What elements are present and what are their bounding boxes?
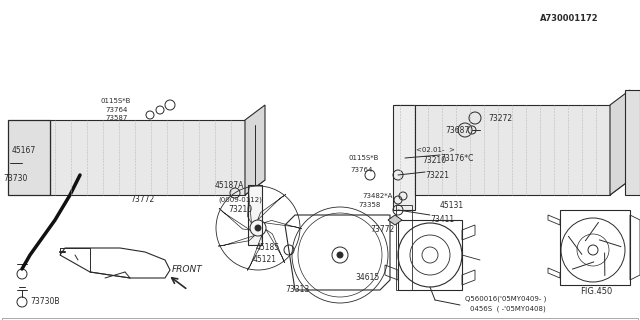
Text: 73687: 73687	[445, 125, 469, 134]
Text: 73411: 73411	[430, 215, 454, 225]
Text: 73221: 73221	[425, 171, 449, 180]
Polygon shape	[388, 215, 402, 225]
Circle shape	[255, 225, 261, 231]
Text: FRONT: FRONT	[172, 266, 203, 275]
Text: 45167: 45167	[12, 146, 36, 155]
Text: 73210: 73210	[422, 156, 446, 164]
Polygon shape	[610, 90, 630, 195]
Text: 73764: 73764	[350, 167, 372, 173]
Text: 73772: 73772	[130, 196, 154, 204]
Text: 0456S  ( -'05MY0408): 0456S ( -'05MY0408)	[470, 306, 546, 312]
Text: 73210: 73210	[228, 205, 252, 214]
Text: 45131: 45131	[440, 201, 464, 210]
Text: 45185: 45185	[256, 244, 280, 252]
Polygon shape	[395, 105, 610, 195]
Text: (0009-0112): (0009-0112)	[218, 197, 262, 203]
Text: 73313: 73313	[285, 285, 309, 294]
Text: Q560016('05MY0409- ): Q560016('05MY0409- )	[465, 296, 547, 302]
Text: 73730B: 73730B	[30, 298, 60, 307]
Text: 45187A: 45187A	[215, 180, 244, 189]
Polygon shape	[50, 120, 245, 195]
Polygon shape	[393, 105, 415, 210]
Text: 0115S*B: 0115S*B	[100, 98, 131, 104]
Text: A730001172: A730001172	[540, 13, 598, 22]
Polygon shape	[50, 180, 265, 195]
Circle shape	[337, 252, 343, 258]
Text: 73176*C: 73176*C	[440, 154, 474, 163]
Text: <02.01-  >: <02.01- >	[416, 147, 455, 153]
Bar	[396, 205, 412, 290]
Text: 73272: 73272	[488, 114, 512, 123]
Polygon shape	[245, 105, 265, 195]
Polygon shape	[395, 180, 630, 195]
Text: 34615: 34615	[355, 274, 380, 283]
Text: 0115S*B: 0115S*B	[348, 155, 378, 161]
Polygon shape	[138, 185, 152, 195]
Text: FIG.450: FIG.450	[580, 287, 612, 297]
Text: 73482*A: 73482*A	[362, 193, 392, 199]
Bar	[248, 185, 262, 245]
Polygon shape	[8, 120, 50, 195]
Text: 73358: 73358	[358, 202, 380, 208]
Text: 73730: 73730	[3, 173, 28, 182]
Text: 73587: 73587	[105, 115, 127, 121]
Text: 45121: 45121	[253, 255, 277, 265]
Polygon shape	[625, 90, 640, 195]
Text: 73764: 73764	[105, 107, 127, 113]
Text: 73772: 73772	[370, 226, 394, 235]
